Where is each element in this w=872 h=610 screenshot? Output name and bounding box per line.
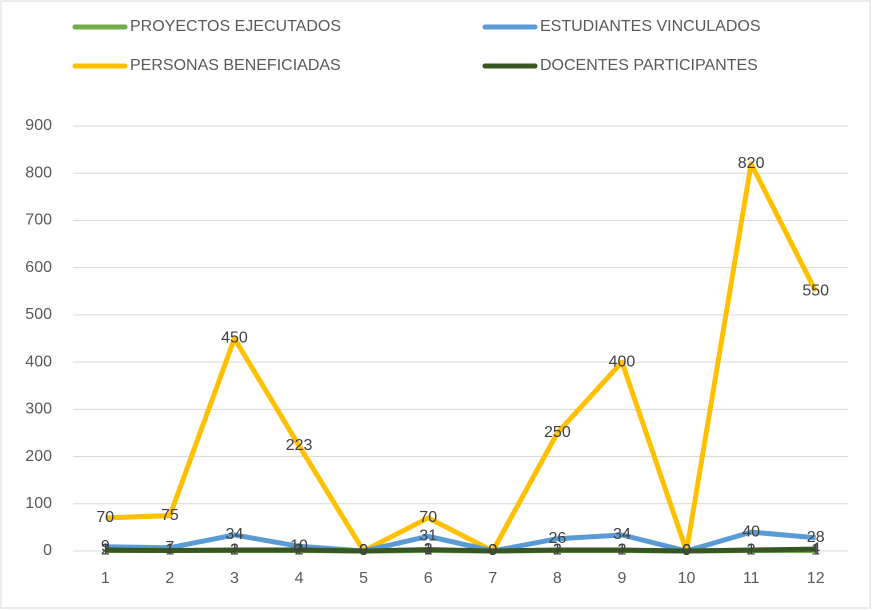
data-label: 10 [290, 537, 308, 554]
data-label: 2 [295, 541, 304, 558]
data-label: 0 [359, 542, 368, 559]
data-label: 7 [165, 539, 174, 556]
x-tick-label: 3 [230, 570, 239, 587]
data-label: 223 [286, 437, 313, 454]
y-tick-label: 0 [43, 542, 52, 559]
data-label: 1 [811, 542, 820, 559]
data-label: 31 [419, 528, 437, 545]
x-tick-label: 7 [488, 570, 497, 587]
y-tick-label: 900 [25, 117, 52, 134]
series-line [105, 161, 818, 554]
y-tick-label: 600 [25, 259, 52, 276]
data-label: 0 [682, 542, 691, 559]
data-label: 1 [424, 542, 433, 559]
data-label: 0 [682, 542, 691, 559]
data-label: 2 [230, 541, 239, 558]
data-label: 550 [802, 282, 829, 299]
legend-label: ESTUDIANTES VINCULADOS [540, 18, 760, 35]
y-tick-label: 800 [25, 164, 52, 181]
data-label: 0 [359, 542, 368, 559]
data-label: 34 [613, 526, 631, 543]
data-label: 1 [101, 542, 110, 559]
data-label: 3 [424, 541, 433, 558]
series-line [105, 529, 816, 554]
y-tick-label: 500 [25, 306, 52, 323]
x-tick-label: 2 [165, 570, 174, 587]
data-label: 9 [101, 538, 110, 555]
x-tick-label: 9 [618, 570, 627, 587]
data-label: 0 [488, 542, 497, 559]
x-tick-label: 4 [295, 570, 304, 587]
data-label: 2 [553, 541, 562, 558]
data-label: 0 [488, 542, 497, 559]
data-label: 1 [165, 542, 174, 559]
data-label: 1 [230, 542, 239, 559]
data-label: 1 [165, 542, 174, 559]
legend-label: DOCENTES PARTICIPANTES [540, 57, 758, 74]
data-label: 70 [419, 509, 437, 526]
data-label: 1 [553, 542, 562, 559]
x-tick-label: 1 [101, 570, 110, 587]
x-tick-label: 6 [424, 570, 433, 587]
data-label: 0 [488, 542, 497, 559]
series-line [105, 546, 816, 554]
y-tick-label: 400 [25, 353, 52, 370]
data-label: 4 [811, 540, 820, 557]
x-tick-label: 5 [359, 570, 368, 587]
data-label: 0 [488, 542, 497, 559]
data-label: 0 [682, 542, 691, 559]
data-label: 40 [742, 523, 760, 540]
data-label: 28 [807, 529, 825, 546]
data-label: 70 [96, 509, 114, 526]
data-label: 0 [359, 542, 368, 559]
x-tick-label: 12 [807, 570, 825, 587]
x-tick-label: 8 [553, 570, 562, 587]
data-label: 0 [682, 542, 691, 559]
data-label: 1 [618, 542, 627, 559]
y-tick-label: 100 [25, 495, 52, 512]
data-label: 400 [609, 353, 636, 370]
data-label: 250 [544, 424, 571, 441]
data-label: 1 [747, 542, 756, 559]
y-tick-label: 300 [25, 401, 52, 418]
legend-label: PROYECTOS EJECUTADOS [130, 18, 341, 35]
data-label: 75 [161, 507, 179, 524]
legend-label: PERSONAS BENEFICIADAS [130, 57, 341, 74]
data-label: 2 [618, 541, 627, 558]
data-label: 34 [226, 526, 244, 543]
data-label: 26 [548, 530, 566, 547]
data-label: 1 [295, 542, 304, 559]
data-label: 450 [221, 330, 248, 347]
x-tick-label: 10 [678, 570, 696, 587]
data-label: 0 [359, 542, 368, 559]
y-tick-label: 700 [25, 212, 52, 229]
y-tick-label: 200 [25, 448, 52, 465]
x-tick-label: 11 [743, 570, 760, 587]
data-label: 2 [101, 541, 110, 558]
data-label: 820 [738, 155, 765, 172]
data-label: 2 [747, 541, 756, 558]
